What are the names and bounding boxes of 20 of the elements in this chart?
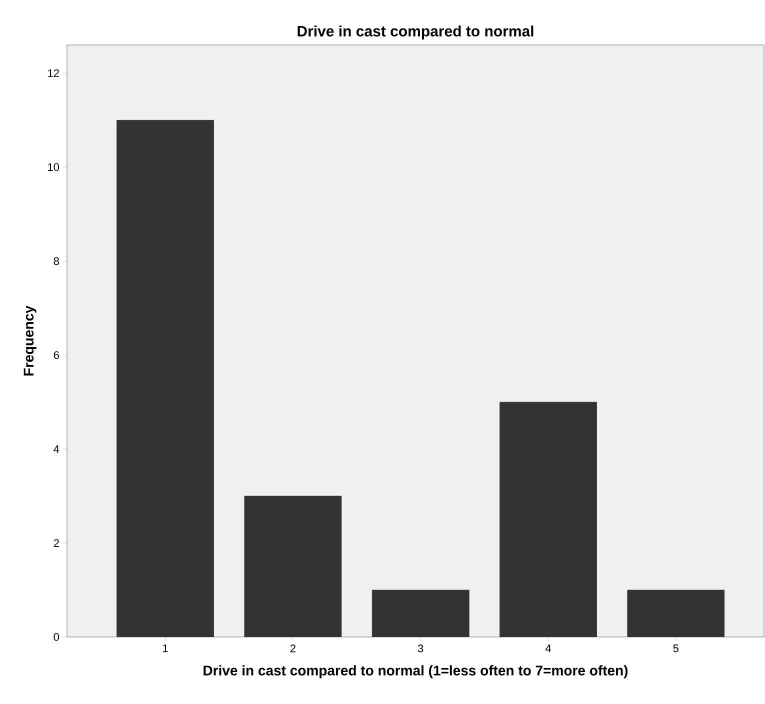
x-tick-label: 2 [290, 644, 296, 652]
x-axis-title: Drive in cast compared to normal (1=less often to 7=more often) [204, 665, 628, 678]
chart-title: Drive in cast compared to normal [298, 25, 534, 40]
y-tick-label: 12 [48, 69, 59, 78]
y-axis-title: Frequency [24, 306, 36, 376]
x-tick-label: 1 [163, 644, 168, 652]
bar [116, 120, 214, 637]
y-tick-label: 6 [54, 351, 59, 359]
y-tick-label: 0 [54, 633, 60, 641]
x-tick-label: 3 [418, 644, 424, 652]
bar [500, 402, 597, 637]
bar [372, 590, 470, 637]
y-tick-label: 8 [54, 257, 59, 266]
y-tick-label: 4 [54, 445, 60, 453]
bar [627, 590, 725, 637]
y-tick-label: 10 [48, 163, 60, 172]
x-tick-label: 4 [545, 644, 551, 652]
y-tick-label: 2 [54, 539, 59, 547]
x-tick-label: 5 [673, 644, 679, 652]
bar [244, 496, 342, 637]
